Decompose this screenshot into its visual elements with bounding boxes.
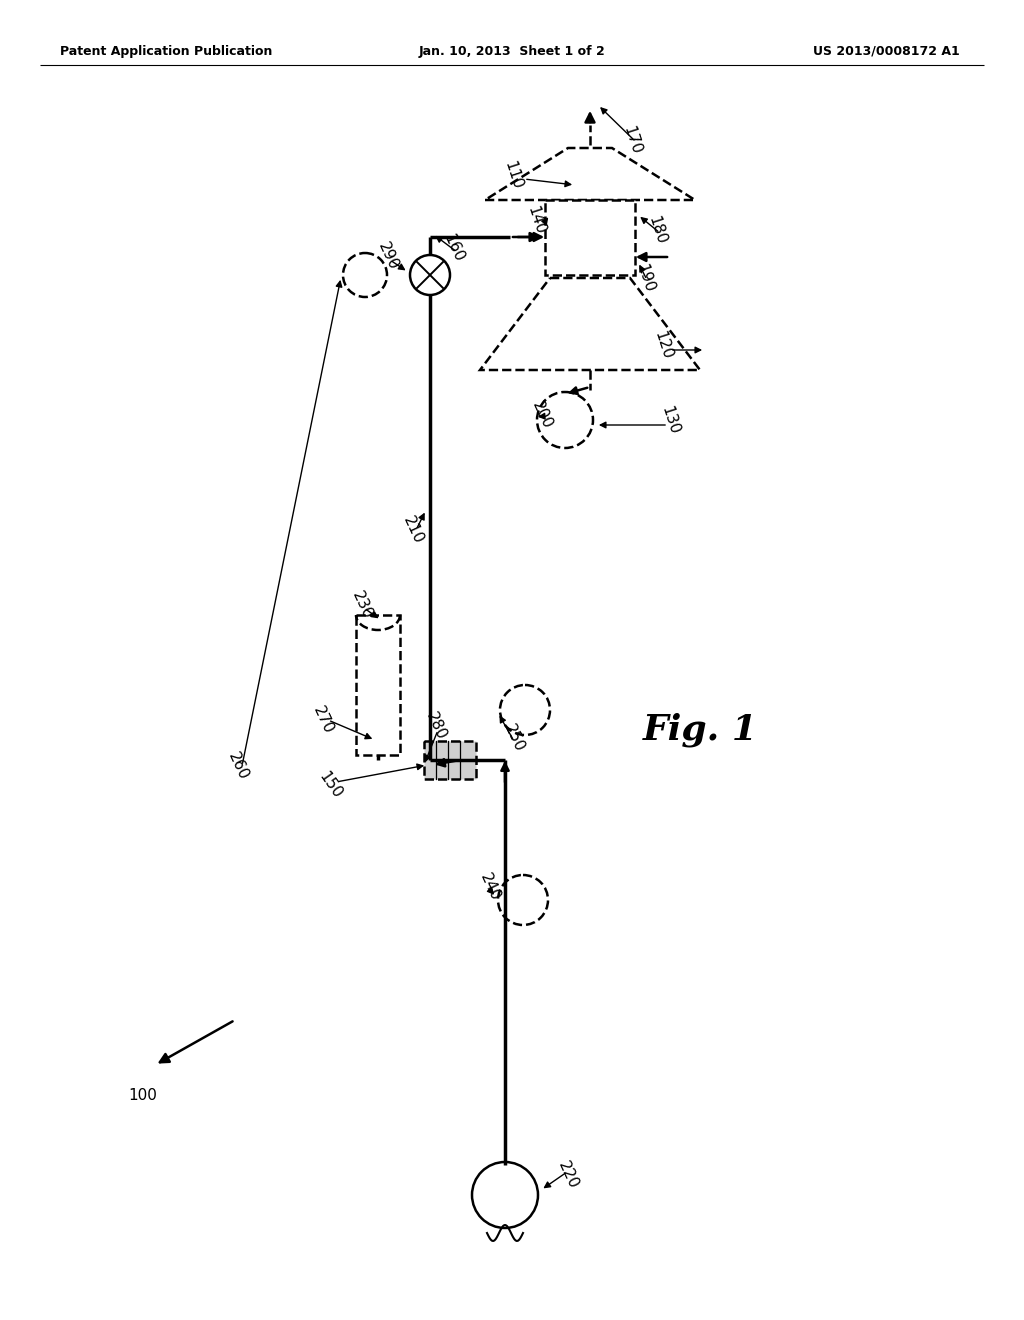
Text: 290: 290 [375, 240, 401, 272]
Circle shape [343, 253, 387, 297]
Circle shape [498, 875, 548, 925]
Text: 120: 120 [651, 329, 675, 362]
Circle shape [472, 1162, 538, 1228]
Circle shape [410, 255, 450, 294]
Text: 190: 190 [634, 261, 656, 294]
Text: 170: 170 [621, 124, 644, 156]
Text: 160: 160 [441, 232, 467, 264]
Bar [356, 615, 400, 755]
Text: Fig. 1: Fig. 1 [642, 713, 758, 747]
Text: Patent Application Publication: Patent Application Publication [60, 45, 272, 58]
Text: 100: 100 [128, 1088, 157, 1104]
Text: 270: 270 [310, 704, 336, 737]
Text: Jan. 10, 2013  Sheet 1 of 2: Jan. 10, 2013 Sheet 1 of 2 [419, 45, 605, 58]
Text: 280: 280 [423, 710, 449, 742]
Text: 210: 210 [400, 513, 426, 546]
Polygon shape [545, 201, 635, 275]
Polygon shape [485, 148, 695, 201]
Circle shape [537, 392, 593, 447]
Bar [424, 741, 476, 779]
Text: 110: 110 [502, 158, 524, 191]
Text: 180: 180 [645, 214, 669, 246]
Polygon shape [480, 279, 700, 370]
Text: 150: 150 [315, 768, 344, 801]
Text: 220: 220 [555, 1159, 581, 1191]
Text: US 2013/0008172 A1: US 2013/0008172 A1 [813, 45, 961, 58]
Circle shape [500, 685, 550, 735]
Text: 130: 130 [658, 404, 682, 436]
Text: 250: 250 [501, 722, 527, 754]
Text: 140: 140 [524, 205, 548, 236]
Text: 240: 240 [477, 871, 503, 903]
Text: 260: 260 [225, 750, 251, 783]
Text: 200: 200 [529, 399, 555, 432]
Text: 230: 230 [349, 589, 375, 622]
